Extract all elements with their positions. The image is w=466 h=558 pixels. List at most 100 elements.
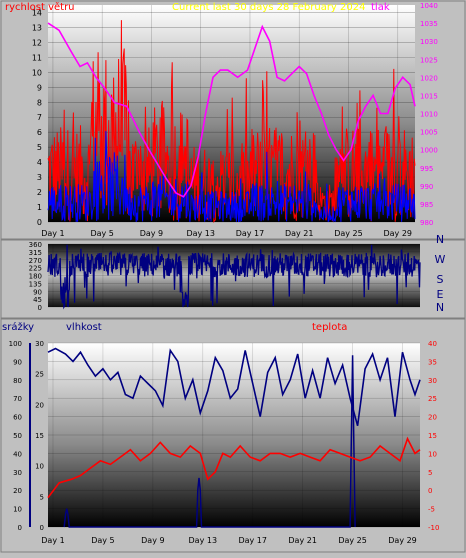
wind-x-tick-label: Day 29 <box>383 229 412 238</box>
temperature-axis-label: teplota <box>312 322 347 333</box>
temperature-y-tick-label: 20 <box>428 414 437 422</box>
temperature-y-tick-label: -10 <box>428 524 439 532</box>
rain-axis-label: srážky <box>2 321 34 333</box>
pressure-axis-label: tlak <box>371 2 390 13</box>
compass-label-e: E <box>437 288 444 301</box>
wind-axis-label: rychlost větru <box>5 1 75 13</box>
wind-x-tick-label: Day 5 <box>90 229 113 238</box>
wind-y-tick-label: 11 <box>32 53 42 62</box>
direction-y-tick-label: 180 <box>29 273 42 281</box>
humidity-series <box>47 347 421 427</box>
humidity-plot-area <box>48 343 420 527</box>
pressure-y-tick-label: 1005 <box>420 129 438 137</box>
direction-y-tick-label: 315 <box>29 249 42 257</box>
temperature-y-tick-label: 25 <box>428 395 437 403</box>
wind-x-tick-label: Day 21 <box>285 229 314 238</box>
rain-y-tick-label: 10 <box>35 463 44 471</box>
wind-y-tick-label: 13 <box>32 23 42 32</box>
wind-y-tick-label: 0 <box>37 218 42 227</box>
compass-label-n: N <box>436 233 444 246</box>
temperature-y-tick-label: 40 <box>428 340 437 348</box>
humidity-y-tick-label: 30 <box>13 469 22 477</box>
humidity-x-tick-label: Day 5 <box>91 536 114 545</box>
rain-y-tick-label: 0 <box>40 524 44 532</box>
pressure-y-tick-label: 1030 <box>420 38 438 46</box>
wind-y-tick-label: 12 <box>32 38 42 47</box>
wind-x-tick-label: Day 1 <box>41 229 64 238</box>
temperature-series <box>47 436 421 499</box>
wind-y-tick-label: 10 <box>32 68 42 77</box>
wind-y-tick-label: 5 <box>37 143 42 152</box>
temperature-y-tick-label: 0 <box>428 487 432 495</box>
direction-y-tick-label: 360 <box>29 241 42 249</box>
humidity-y-tick-label: 100 <box>9 340 22 348</box>
pressure-y-tick-label: 985 <box>420 201 433 209</box>
wind-y-tick-label: 1 <box>37 203 42 212</box>
humidity-x-tick-label: Day 17 <box>238 536 267 545</box>
humidity-y-tick-label: 0 <box>18 524 22 532</box>
pressure-y-tick-label: 1000 <box>420 147 438 155</box>
wind-y-tick-label: 4 <box>37 158 42 167</box>
pressure-y-tick-label: 990 <box>420 183 433 191</box>
wind-y-tick-label: 2 <box>37 188 42 197</box>
compass-label-n: N <box>436 301 444 314</box>
wind-y-tick-label: 14 <box>32 8 42 17</box>
temperature-y-tick-label: 30 <box>428 377 437 385</box>
humidity-axis-label: vlhkost <box>66 322 102 333</box>
wind-y-tick-label: 7 <box>37 113 42 122</box>
humidity-x-tick-label: Day 13 <box>189 536 218 545</box>
compass-label-s: S <box>437 273 444 286</box>
humidity-x-tick-label: Day 21 <box>288 536 317 545</box>
humidity-x-tick-label: Day 25 <box>338 536 367 545</box>
humidity-y-tick-label: 50 <box>13 432 22 440</box>
rain-y-tick-label: 15 <box>35 432 44 440</box>
pressure-y-tick-label: 1010 <box>420 111 438 119</box>
humidity-x-tick-label: Day 1 <box>41 536 64 545</box>
humidity-y-tick-label: 60 <box>13 414 22 422</box>
humidity-y-tick-label: 20 <box>13 487 22 495</box>
humidity-x-tick-label: Day 29 <box>388 536 417 545</box>
temperature-y-tick-label: -5 <box>428 506 435 514</box>
humidity-y-tick-label: 70 <box>13 395 22 403</box>
pressure-y-tick-label: 1025 <box>420 56 438 64</box>
humidity-y-tick-label: 80 <box>13 377 22 385</box>
pressure-y-tick-label: 995 <box>420 165 433 173</box>
pressure-y-tick-label: 980 <box>420 219 433 227</box>
direction-y-tick-label: 270 <box>29 257 42 265</box>
temperature-y-tick-label: 10 <box>428 450 437 458</box>
humidity-y-tick-label: 90 <box>13 358 22 366</box>
pressure-y-tick-label: 1015 <box>420 92 438 100</box>
pressure-series <box>47 22 416 198</box>
rain-series <box>63 355 356 528</box>
temperature-y-tick-label: 35 <box>428 358 437 366</box>
compass-label-w: W <box>435 253 446 266</box>
pressure-y-tick-label: 1035 <box>420 20 438 28</box>
temperature-y-tick-label: 15 <box>428 432 437 440</box>
direction-y-tick-label: 225 <box>29 265 42 273</box>
rain-y-tick-label: 30 <box>35 340 44 348</box>
direction-y-tick-label: 0 <box>38 304 42 312</box>
wind-x-tick-label: Day 25 <box>334 229 363 238</box>
rain-y-tick-label: 5 <box>40 493 44 501</box>
pressure-y-tick-label: 1020 <box>420 74 438 82</box>
pressure-y-tick-label: 1040 <box>420 2 438 10</box>
humidity-y-tick-label: 10 <box>13 506 22 514</box>
wind-y-tick-label: 8 <box>37 98 42 107</box>
chart-title: Current last 30 days 28 February 2024 <box>172 2 365 13</box>
wind-x-tick-label: Day 17 <box>236 229 265 238</box>
rain-y-tick-label: 25 <box>35 371 44 379</box>
wind-y-tick-label: 3 <box>37 173 42 182</box>
wind-x-tick-label: Day 9 <box>140 229 163 238</box>
direction-y-tick-label: 90 <box>33 288 42 296</box>
temperature-y-tick-label: 5 <box>428 469 432 477</box>
wind-x-tick-label: Day 13 <box>186 229 215 238</box>
direction-y-tick-label: 45 <box>33 296 42 304</box>
wind-direction-series <box>47 244 421 310</box>
wind-y-tick-label: 9 <box>37 83 42 92</box>
humidity-y-tick-label: 40 <box>13 450 22 458</box>
rain-y-tick-label: 20 <box>35 401 44 409</box>
wind-y-tick-label: 6 <box>37 128 42 137</box>
humidity-x-tick-label: Day 9 <box>141 536 164 545</box>
